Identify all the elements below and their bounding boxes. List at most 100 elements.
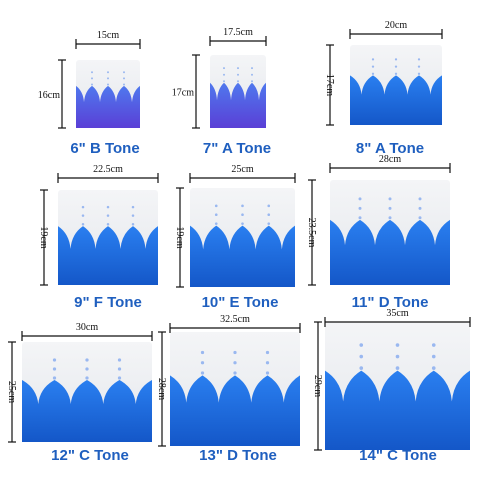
dot xyxy=(106,205,110,209)
bowl xyxy=(330,180,450,285)
dot xyxy=(265,371,270,375)
dot xyxy=(200,350,205,355)
lotus-pattern xyxy=(325,370,470,450)
dot xyxy=(117,358,122,362)
width-label: 20cm xyxy=(385,20,407,31)
dot xyxy=(91,77,93,80)
lotus-pattern xyxy=(58,226,158,285)
dot xyxy=(358,216,362,220)
height-label: 19cm xyxy=(38,226,49,248)
dot xyxy=(117,367,122,371)
dot xyxy=(237,80,239,83)
width-label: 30cm xyxy=(76,322,98,333)
tone-label: 11" D Tone xyxy=(352,294,429,311)
dot xyxy=(371,65,375,68)
dot xyxy=(417,65,421,68)
tone-label: 8" A Tone xyxy=(356,140,424,157)
lotus-pattern xyxy=(350,75,442,125)
dot xyxy=(107,83,109,86)
bowl xyxy=(170,332,300,446)
width-label: 25cm xyxy=(231,164,253,175)
dot xyxy=(85,376,89,380)
dot xyxy=(81,222,85,226)
width-label: 22.5cm xyxy=(93,164,123,175)
dot xyxy=(267,204,271,208)
height-label: 29cm xyxy=(312,375,323,397)
lotus-pattern xyxy=(22,380,152,442)
dot xyxy=(265,361,270,365)
dot xyxy=(200,371,205,375)
dot xyxy=(388,206,392,210)
width-label: 28cm xyxy=(379,154,401,165)
height-label: 23.5cm xyxy=(306,218,317,248)
dot xyxy=(394,65,398,68)
dot xyxy=(394,58,398,61)
dot xyxy=(52,367,57,371)
width-label: 15cm xyxy=(97,30,119,41)
dot xyxy=(241,204,244,208)
dot xyxy=(358,197,362,201)
dot xyxy=(371,58,375,61)
dot xyxy=(214,213,218,217)
dot xyxy=(241,222,244,225)
dot xyxy=(52,358,57,362)
dot xyxy=(123,77,125,80)
bowl xyxy=(190,188,295,287)
dot xyxy=(107,77,109,80)
dot xyxy=(395,343,400,347)
dot xyxy=(233,371,237,375)
dot xyxy=(233,350,237,355)
dot xyxy=(237,73,239,76)
dot xyxy=(107,71,109,74)
dot xyxy=(388,197,392,201)
width-label: 32.5cm xyxy=(220,314,250,325)
tone-label: 13" D Tone xyxy=(199,447,277,464)
dot xyxy=(359,343,364,347)
dot xyxy=(117,376,122,380)
dot xyxy=(395,354,400,359)
dot xyxy=(223,80,225,83)
dot xyxy=(106,214,110,217)
dot xyxy=(251,73,253,76)
dot xyxy=(418,206,422,210)
dot xyxy=(431,366,436,370)
dot xyxy=(200,361,205,365)
tone-label: 14" C Tone xyxy=(359,447,437,464)
dot xyxy=(395,366,400,370)
dot xyxy=(237,67,239,70)
dot xyxy=(358,206,362,210)
height-label: 17cm xyxy=(172,88,194,99)
dot xyxy=(233,361,237,365)
tone-label: 7" A Tone xyxy=(203,140,271,157)
dot xyxy=(214,204,218,208)
dot xyxy=(267,213,271,217)
dot xyxy=(131,222,135,226)
dot xyxy=(267,222,271,225)
height-label: 17cm xyxy=(324,74,335,96)
dot xyxy=(131,205,135,209)
bowl xyxy=(350,45,442,125)
dot xyxy=(418,216,422,220)
dot xyxy=(251,80,253,83)
tone-label: 9" F Tone xyxy=(74,294,142,311)
bowl xyxy=(325,322,470,450)
bowl xyxy=(210,55,266,128)
dot xyxy=(91,71,93,74)
bowl xyxy=(58,190,158,285)
dot xyxy=(106,222,110,226)
dot xyxy=(123,71,125,74)
dot xyxy=(417,58,421,61)
dot xyxy=(241,213,244,217)
dot xyxy=(265,350,270,355)
lotus-pattern xyxy=(76,85,140,128)
height-label: 28cm xyxy=(156,378,167,400)
dot xyxy=(123,83,125,86)
lotus-pattern xyxy=(330,219,450,285)
dot xyxy=(85,358,89,362)
dot xyxy=(131,214,135,217)
width-label: 35cm xyxy=(386,308,408,319)
dot xyxy=(251,67,253,70)
dot xyxy=(214,222,218,225)
dot xyxy=(85,367,89,371)
